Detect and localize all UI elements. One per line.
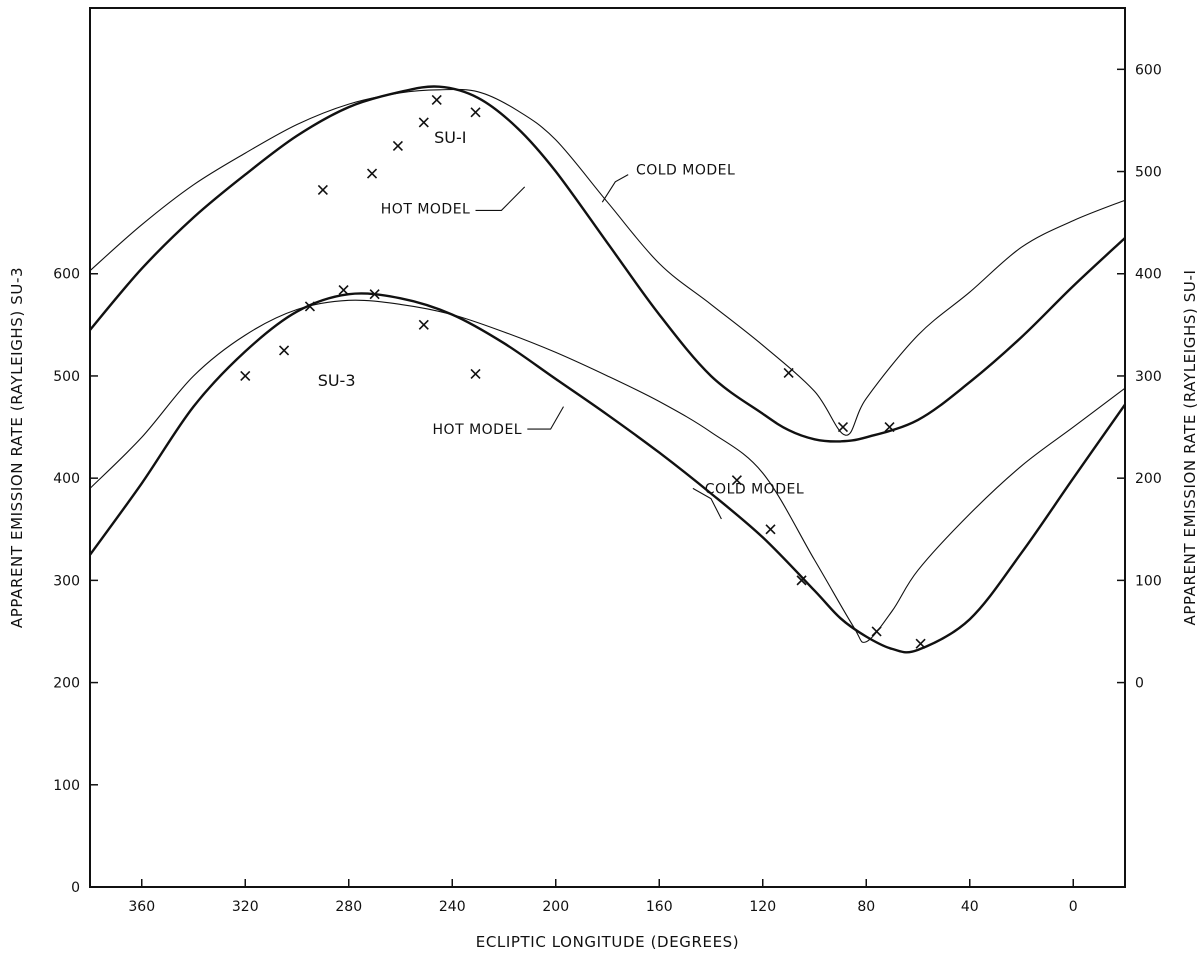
right-y-axis-ticks: 0 100 200 300 400 500 600: [1117, 62, 1162, 692]
right-y-tick-label: 200: [1135, 471, 1162, 487]
left-y-tick-label: 0: [71, 880, 80, 896]
right-y-tick-label: 400: [1135, 267, 1162, 283]
left-y-axis-ticks: 0 100 200 300 400 500 600: [53, 267, 98, 896]
x-axis-title: ECLIPTIC LONGITUDE (DEGREES): [476, 933, 740, 951]
su3-series-label: SU-3: [318, 371, 356, 390]
su3-cold-model-curve: [89, 299, 1126, 643]
su1-observation-marker: [783, 367, 794, 378]
x-tick-label: 160: [646, 899, 673, 915]
su1-cold-model-curve: [89, 88, 1126, 436]
su1-hot-model-leader: [475, 186, 526, 211]
observation-markers: [240, 94, 926, 649]
x-tick-label: 0: [1069, 899, 1078, 915]
left-y-tick-label: 300: [53, 573, 80, 589]
su1-observation-marker: [884, 421, 895, 433]
su3-cold-model-label: COLD MODEL: [705, 481, 804, 497]
su3-observation-marker: [470, 368, 481, 379]
su3-observation-marker: [871, 626, 882, 637]
su3-observation-marker: [765, 524, 776, 535]
right-y-tick-label: 0: [1135, 676, 1144, 692]
right-y-tick-label: 100: [1135, 573, 1162, 589]
su1-cold-model-leader: [601, 174, 629, 203]
left-y-tick-label: 600: [53, 267, 80, 283]
left-y-tick-label: 400: [53, 471, 80, 487]
su3-hot-model-leader: [527, 406, 564, 430]
left-y-tick-label: 100: [53, 778, 80, 794]
x-tick-label: 240: [439, 899, 466, 915]
x-tick-label: 360: [128, 899, 155, 915]
x-tick-label: 200: [542, 899, 569, 915]
su3-cold-model-leader: [692, 487, 722, 520]
su1-series-label: SU-I: [434, 128, 466, 147]
right-y-tick-label: 600: [1135, 62, 1162, 78]
su3-observation-marker: [240, 370, 251, 382]
su1-observation-marker: [392, 140, 403, 152]
su3-observation-marker: [731, 475, 742, 486]
su1-observation-marker: [366, 168, 378, 179]
annotations: SU-I SU-3 HOT MODEL COLD MODEL HOT MODEL…: [318, 128, 804, 520]
x-tick-label: 40: [961, 899, 979, 915]
su1-observation-marker: [431, 94, 442, 106]
su3-observation-marker: [338, 285, 349, 296]
x-tick-label: 280: [335, 899, 362, 915]
su1-hot-model-label: HOT MODEL: [381, 201, 471, 217]
left-y-tick-label: 200: [53, 676, 80, 692]
left-y-tick-label: 500: [53, 369, 80, 385]
x-axis-ticks: 360 320 280 240 200 160 120 80 40 0: [128, 879, 1078, 915]
right-y-axis-title: APPARENT EMISSION RATE (RAYLEIGHS) SU-I: [1181, 269, 1199, 625]
su3-observation-marker: [278, 345, 290, 356]
left-y-axis-title: APPARENT EMISSION RATE (RAYLEIGHS) SU-3: [8, 267, 26, 628]
su3-observation-marker: [304, 301, 316, 312]
su3-observation-marker: [418, 319, 429, 330]
right-y-tick-label: 300: [1135, 369, 1162, 385]
su3-hot-model-label: HOT MODEL: [433, 422, 523, 438]
plot-frame: [89, 7, 1126, 888]
x-tick-label: 320: [232, 899, 259, 915]
su1-observation-marker: [418, 117, 429, 128]
model-curves: [89, 85, 1126, 654]
x-tick-label: 120: [749, 899, 776, 915]
x-tick-label: 80: [857, 899, 875, 915]
su1-observation-marker: [317, 184, 328, 195]
su3-observation-marker: [915, 638, 926, 649]
su1-observation-marker: [837, 421, 849, 433]
right-y-tick-label: 500: [1135, 165, 1162, 181]
su1-cold-model-label: COLD MODEL: [636, 163, 735, 179]
su1-hot-model-curve: [89, 85, 1126, 443]
su1-observation-marker: [470, 107, 481, 118]
su3-observation-marker: [369, 289, 380, 300]
su3-hot-model-curve: [89, 292, 1126, 654]
su3-observation-marker: [796, 575, 807, 586]
